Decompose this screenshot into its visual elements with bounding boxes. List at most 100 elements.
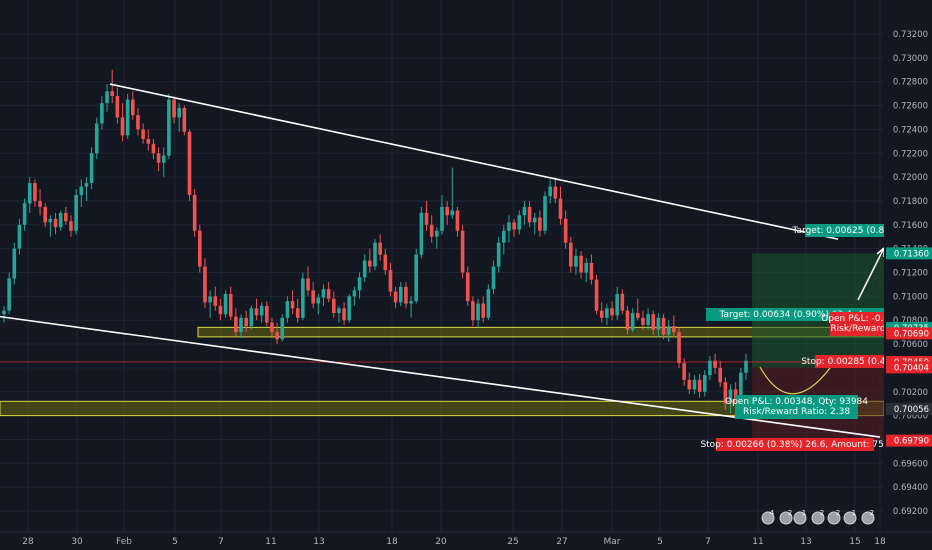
candle-body bbox=[187, 131, 192, 195]
candle-body bbox=[69, 221, 73, 231]
candle-body bbox=[599, 310, 604, 318]
y-tick-label: 0.70800 bbox=[893, 316, 928, 326]
event-badge-icon[interactable] bbox=[843, 511, 857, 525]
y-tick-label: 0.72600 bbox=[893, 102, 928, 112]
candle-body bbox=[543, 196, 547, 231]
event-badge-icon[interactable] bbox=[861, 511, 875, 525]
x-tick-label: 27 bbox=[556, 537, 567, 547]
candle-body bbox=[491, 266, 496, 290]
candle-body bbox=[656, 317, 661, 330]
event-badge-icon[interactable] bbox=[793, 511, 807, 525]
y-tick-label: 0.70200 bbox=[893, 388, 928, 398]
candle-body bbox=[589, 262, 594, 280]
event-badge-icon[interactable] bbox=[761, 511, 775, 525]
candle-body bbox=[368, 260, 372, 267]
candle-body bbox=[94, 123, 99, 154]
candle-body bbox=[12, 248, 17, 279]
x-tick-label: Mar bbox=[604, 537, 621, 547]
candle-body bbox=[409, 301, 413, 304]
candle-body bbox=[440, 206, 444, 231]
candle-body bbox=[342, 308, 346, 321]
price-tag-box bbox=[886, 247, 932, 260]
candle-body bbox=[84, 183, 89, 187]
candle-body bbox=[337, 308, 341, 314]
event-badge-count: 1 bbox=[802, 509, 806, 517]
x-tick-label: 7 bbox=[705, 537, 711, 547]
candle-body bbox=[584, 262, 589, 273]
candle-body bbox=[708, 360, 712, 376]
candle-body bbox=[352, 290, 357, 297]
candle-body bbox=[22, 203, 27, 225]
candle-body bbox=[620, 293, 625, 311]
y-tick-label: 0.71800 bbox=[893, 197, 928, 207]
candle-body bbox=[301, 278, 305, 318]
candle-body bbox=[558, 198, 563, 219]
candle-body bbox=[435, 230, 439, 237]
candle-body bbox=[120, 117, 125, 136]
price-tag-box bbox=[886, 434, 932, 447]
y-tick-label: 0.69600 bbox=[893, 459, 928, 469]
candle-body bbox=[496, 242, 501, 267]
y-tick-label: 0.70000 bbox=[893, 412, 928, 422]
y-tick-label: 0.71000 bbox=[893, 292, 928, 302]
event-badge-icon[interactable] bbox=[779, 511, 793, 525]
stop-label-long: Stop: 0.00266 (0.38%) 26.6, Amount: 750 bbox=[700, 440, 889, 450]
candle-body bbox=[89, 153, 94, 184]
candle-body bbox=[677, 332, 681, 364]
candle-body bbox=[527, 206, 532, 223]
candle-body bbox=[290, 301, 295, 309]
candle-body bbox=[2, 310, 6, 315]
x-tick-label: 15 bbox=[849, 537, 860, 547]
candle-body bbox=[378, 242, 382, 255]
candle-body bbox=[213, 296, 218, 306]
event-badge-count: 2 bbox=[788, 509, 792, 517]
candle-body bbox=[507, 222, 511, 231]
candle-body bbox=[744, 360, 748, 373]
pnl-label-short: Open P&L: -0.00 bbox=[821, 314, 895, 324]
candle-body bbox=[115, 96, 120, 118]
target-label-long: Target: 0.00634 (0.90%) 63.4, Am bbox=[719, 310, 873, 320]
price-tag-label: 0.70404 bbox=[894, 363, 929, 373]
candle-body bbox=[239, 317, 243, 333]
x-tick-label: 13 bbox=[800, 537, 811, 547]
candle-body bbox=[172, 99, 176, 118]
candle-body bbox=[445, 206, 449, 216]
candle-body bbox=[53, 218, 58, 228]
x-tick-label: 30 bbox=[71, 537, 83, 547]
pnl-label-short-box bbox=[830, 312, 886, 336]
pnl-label-long-box bbox=[735, 395, 858, 419]
candle-body bbox=[728, 389, 733, 404]
candle-body bbox=[203, 266, 207, 303]
candle-body bbox=[414, 254, 419, 302]
candle-body bbox=[125, 99, 130, 136]
trendline-lower[interactable] bbox=[0, 315, 881, 438]
candle-body bbox=[373, 242, 377, 267]
candle-body bbox=[110, 91, 115, 97]
candle-body bbox=[275, 332, 279, 340]
trendline-upper[interactable] bbox=[109, 83, 839, 240]
event-badge-icon[interactable] bbox=[827, 511, 841, 525]
candle-body bbox=[58, 212, 63, 228]
candle-body bbox=[192, 194, 197, 231]
candle-body bbox=[481, 303, 486, 318]
y-tick-label: 0.72400 bbox=[893, 125, 928, 135]
candle-body bbox=[177, 107, 181, 118]
candle-body bbox=[316, 297, 321, 304]
candle-body bbox=[502, 230, 506, 243]
candle-body bbox=[383, 254, 388, 271]
candle-body bbox=[74, 194, 78, 231]
candle-body bbox=[64, 212, 68, 222]
x-tick-label: 20 bbox=[435, 537, 447, 547]
x-tick-label: Feb bbox=[116, 537, 132, 547]
candle-body bbox=[33, 183, 37, 201]
candle-body bbox=[641, 317, 645, 325]
candle-body bbox=[198, 230, 202, 267]
x-tick-label: 11 bbox=[752, 537, 763, 547]
candle-body bbox=[156, 153, 161, 163]
y-tick-label: 0.72000 bbox=[893, 173, 928, 183]
candle-body bbox=[48, 218, 53, 223]
candle-body bbox=[574, 255, 578, 267]
event-badge-icon[interactable] bbox=[811, 511, 825, 525]
candle-body bbox=[646, 314, 650, 325]
